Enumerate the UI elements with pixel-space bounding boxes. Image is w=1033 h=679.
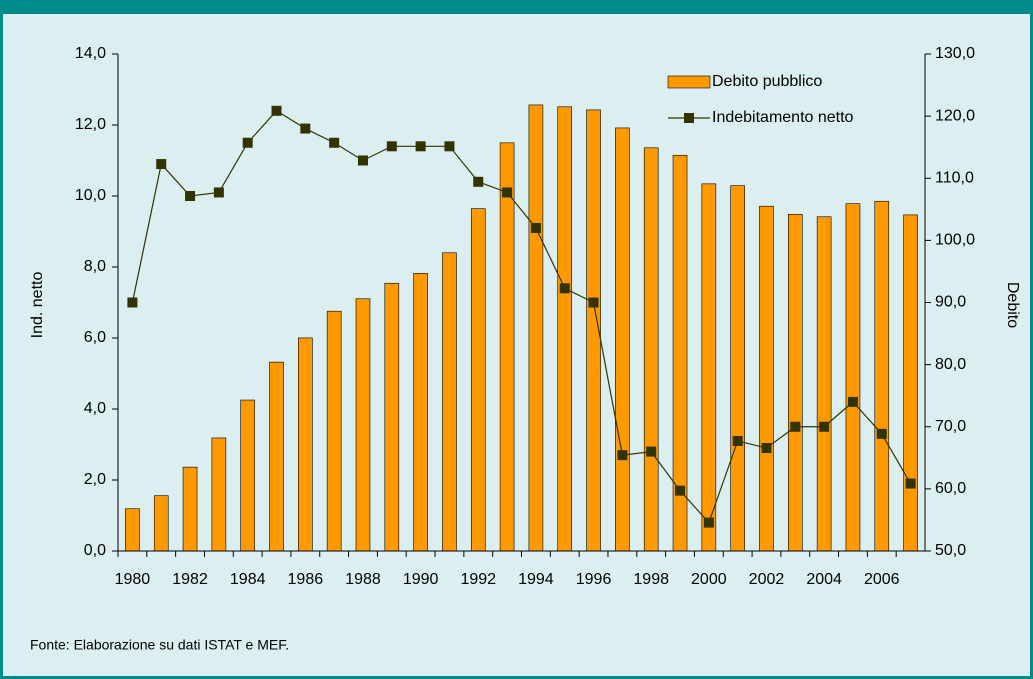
- bar: [557, 106, 573, 552]
- marker: [675, 485, 686, 496]
- marker: [473, 176, 484, 187]
- legend-swatch: [667, 75, 711, 89]
- y2-tick-label: 80,0: [935, 356, 966, 373]
- x-tick-label: 1992: [460, 571, 496, 588]
- x-tick-label: 1986: [288, 571, 324, 588]
- marker: [271, 105, 282, 116]
- marker: [415, 141, 426, 152]
- y2-tick-label: 60,0: [935, 480, 966, 497]
- marker: [185, 191, 196, 201]
- marker: [127, 297, 138, 308]
- bar: [788, 213, 803, 552]
- x-tick-label: 2006: [864, 571, 900, 588]
- bar: [182, 466, 198, 552]
- legend-label: Debito pubblico: [712, 73, 822, 90]
- bar: [470, 208, 486, 552]
- x-tick-label: 2002: [749, 571, 785, 588]
- x-tick-label: 1984: [230, 571, 266, 588]
- marker: [444, 141, 455, 152]
- x-tick-label: 1980: [115, 571, 151, 588]
- bar: [125, 508, 140, 552]
- y-tick-label: 4,0: [84, 400, 106, 417]
- bar: [759, 205, 774, 552]
- marker: [502, 187, 513, 198]
- bar: [153, 495, 169, 552]
- x-tick-label: 2004: [806, 571, 842, 588]
- marker: [242, 137, 253, 148]
- source-note: Fonte: Elaborazione su dati ISTAT e MEF.: [30, 637, 289, 653]
- marker: [790, 421, 801, 432]
- marker: [876, 428, 887, 439]
- bar: [384, 282, 400, 552]
- x-tick-label: 2000: [691, 571, 727, 588]
- legend-label: Indebitamento netto: [712, 109, 854, 126]
- bar: [615, 127, 630, 552]
- marker: [213, 187, 224, 198]
- y-tick-label: 12,0: [75, 116, 106, 133]
- marker: [329, 137, 340, 148]
- bar: [240, 399, 255, 552]
- marker: [300, 123, 311, 134]
- y-tick-label: 8,0: [84, 258, 106, 275]
- x-tick-label: 1994: [518, 571, 554, 588]
- y2-tick-label: 50,0: [935, 542, 966, 559]
- bar: [643, 147, 659, 552]
- marker: [819, 421, 830, 432]
- y-axis-label: Ind. netto: [29, 272, 46, 339]
- marker: [357, 155, 368, 166]
- y2-tick-label: 90,0: [935, 294, 966, 311]
- marker: [617, 450, 628, 461]
- marker: [703, 517, 714, 528]
- y2-tick-label: 110,0: [935, 169, 974, 186]
- y2-tick-label: 70,0: [935, 418, 966, 435]
- marker: [386, 141, 397, 152]
- bar: [845, 203, 861, 552]
- bar: [326, 310, 342, 552]
- bar: [701, 183, 717, 552]
- y2-tick-label: 120,0: [935, 107, 975, 124]
- y2-tick-label: 130,0: [935, 45, 975, 62]
- marker: [588, 297, 599, 308]
- y-tick-label: 14,0: [75, 45, 106, 62]
- marker: [559, 283, 570, 294]
- marker: [761, 443, 772, 454]
- bar: [442, 252, 457, 552]
- y2-axis-label: Debito: [1004, 282, 1021, 328]
- bar: [355, 298, 371, 552]
- bar: [211, 437, 227, 552]
- marker: [530, 222, 541, 233]
- line: [131, 110, 912, 524]
- y-tick-label: 2,0: [84, 471, 106, 488]
- bar: [413, 273, 428, 552]
- x-tick-label: 1982: [172, 571, 208, 588]
- bar: [816, 216, 832, 552]
- marker: [732, 435, 743, 446]
- x-tick-label: 1990: [403, 571, 439, 588]
- marker: [646, 446, 657, 457]
- bar: [874, 200, 890, 552]
- x-tick-label: 1998: [633, 571, 669, 588]
- bar: [499, 142, 515, 552]
- marker: [156, 159, 167, 170]
- bar: [298, 337, 313, 552]
- y-tick-label: 0,0: [84, 542, 106, 559]
- bar: [528, 104, 544, 552]
- bar: [269, 361, 284, 552]
- legend-marker: [684, 113, 694, 123]
- x-tick-label: 1988: [345, 571, 381, 588]
- y2-tick-label: 100,0: [935, 232, 975, 249]
- bar: [903, 214, 918, 552]
- x-tick-label: 1996: [576, 571, 612, 588]
- marker: [905, 478, 916, 489]
- bar: [730, 185, 745, 552]
- y-tick-label: 6,0: [84, 329, 106, 346]
- y-tick-label: 10,0: [75, 187, 106, 204]
- marker: [847, 396, 858, 407]
